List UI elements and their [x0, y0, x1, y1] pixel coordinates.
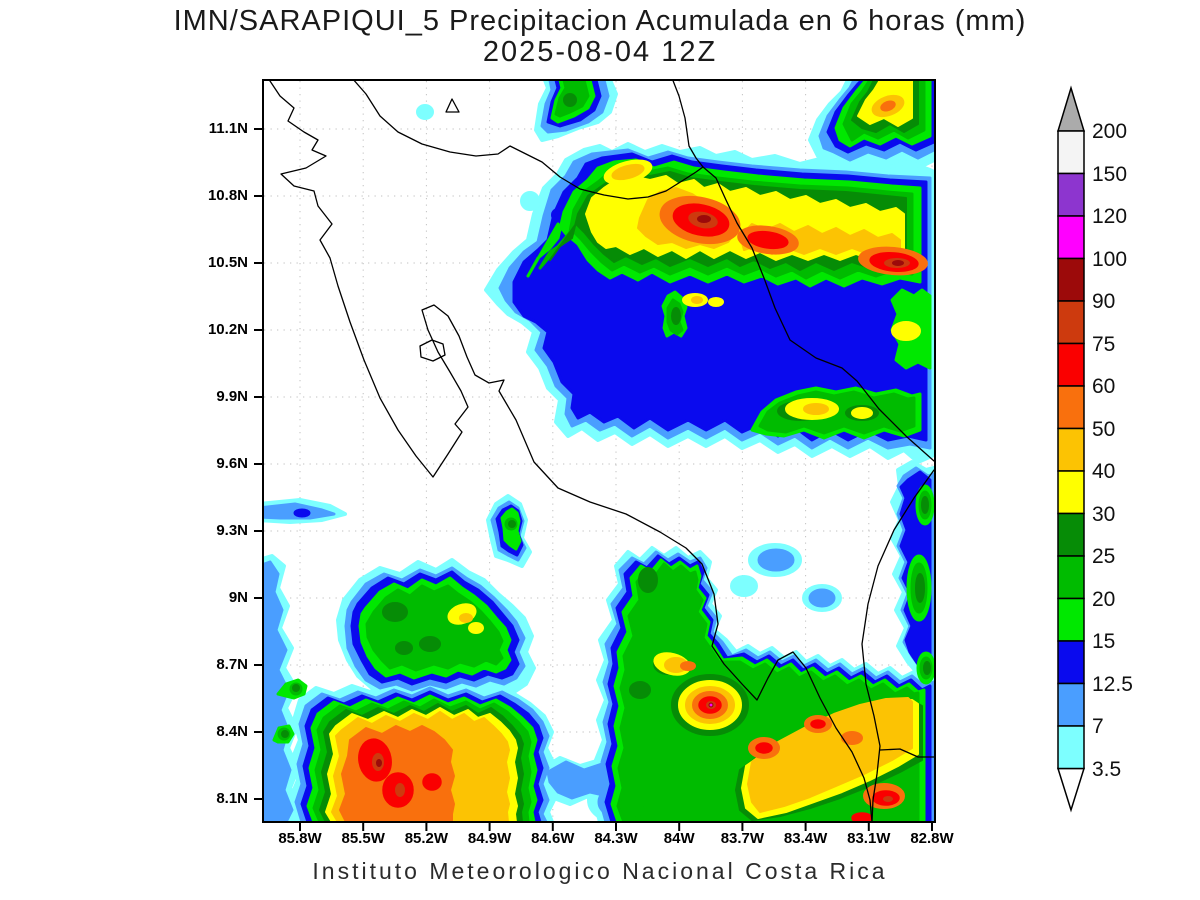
- colorbar-label: 20: [1092, 587, 1116, 611]
- colorbar-box: [1057, 470, 1085, 515]
- colorbar-over-arrow: [1056, 85, 1086, 132]
- colorbar-box: [1057, 172, 1085, 217]
- lat-tick-label: 8.4N: [216, 723, 248, 740]
- colorbar-label: 90: [1092, 290, 1116, 313]
- lon-tick-label: 83.1W: [847, 830, 891, 847]
- colorbar-box: [1057, 385, 1085, 430]
- colorbar-box: [1057, 300, 1085, 345]
- colorbar-label: 3.5: [1092, 757, 1122, 781]
- lat-tick-label: 8.7N: [216, 656, 248, 673]
- lat-tick-label: 10.5N: [207, 254, 248, 271]
- lon-tick-label: 83.4W: [783, 830, 828, 847]
- colorbar-box: [1057, 597, 1085, 642]
- lat-tick-label: 9.9N: [216, 388, 248, 405]
- colorbar-box: [1057, 725, 1085, 770]
- axis-tick-marks: [254, 128, 933, 831]
- page-title: IMN/SARAPIQUI_5 Precipitacion Acumulada …: [173, 5, 1027, 37]
- attribution-footer: Instituto Meteorologico Nacional Costa R…: [312, 858, 888, 884]
- plot-frame: [262, 79, 936, 823]
- lat-tick-label: 10.8N: [207, 187, 248, 204]
- page-subtitle: 2025-08-04 12Z: [482, 36, 718, 68]
- colorbar-label: 25: [1092, 545, 1116, 568]
- colorbar-label: 100: [1092, 247, 1128, 271]
- coastline-borders: [269, 81, 934, 821]
- colorbar-label: 60: [1092, 375, 1116, 398]
- colorbar-under-arrow: [1056, 767, 1086, 813]
- precipitation-shading: [264, 81, 934, 821]
- colorbar-label: 15: [1092, 630, 1116, 653]
- lon-tick-label: 85.8W: [278, 830, 322, 847]
- lon-tick-label: 84.9W: [467, 830, 512, 847]
- colorbar-box: [1057, 130, 1085, 175]
- colorbar-box: [1057, 682, 1085, 727]
- colorbar-box: [1057, 427, 1085, 472]
- lat-tick-label: 8.1N: [216, 790, 248, 807]
- lat-tick-label: 9N: [228, 589, 248, 606]
- lat-tick-label: 9.6N: [216, 455, 248, 472]
- colorbar-box: [1057, 640, 1085, 685]
- colorbar-box: [1057, 257, 1085, 302]
- colorbar-label: 50: [1092, 417, 1116, 441]
- lon-tick-label: 85.2W: [404, 830, 449, 847]
- colorbar-label: 40: [1092, 460, 1116, 483]
- colorbar-label: 7: [1092, 715, 1104, 738]
- colorbar: [1056, 85, 1086, 813]
- colorbar-box: [1057, 215, 1085, 260]
- lon-tick-label: 85.5W: [341, 830, 385, 847]
- colorbar-label: 120: [1092, 205, 1128, 228]
- colorbar-box: [1057, 512, 1085, 557]
- lat-tick-label: 9.3N: [216, 522, 248, 539]
- lon-tick-label: 84.6W: [531, 830, 575, 847]
- colorbar-label: 200: [1092, 120, 1128, 143]
- lon-tick-label: 83.7W: [720, 830, 765, 847]
- lon-tick-label: 82.8W: [910, 830, 954, 847]
- colorbar-label: 30: [1092, 502, 1116, 526]
- lon-tick-label: 84W: [663, 830, 695, 847]
- lat-tick-label: 10.2N: [207, 321, 248, 338]
- colorbar-label: 150: [1092, 162, 1128, 186]
- colorbar-label: 75: [1092, 332, 1116, 356]
- lon-tick-label: 84.3W: [594, 830, 638, 847]
- colorbar-box: [1057, 555, 1085, 600]
- colorbar-box: [1057, 342, 1085, 387]
- colorbar-label: 12.5: [1092, 672, 1133, 696]
- lat-tick-label: 11.1N: [208, 120, 248, 137]
